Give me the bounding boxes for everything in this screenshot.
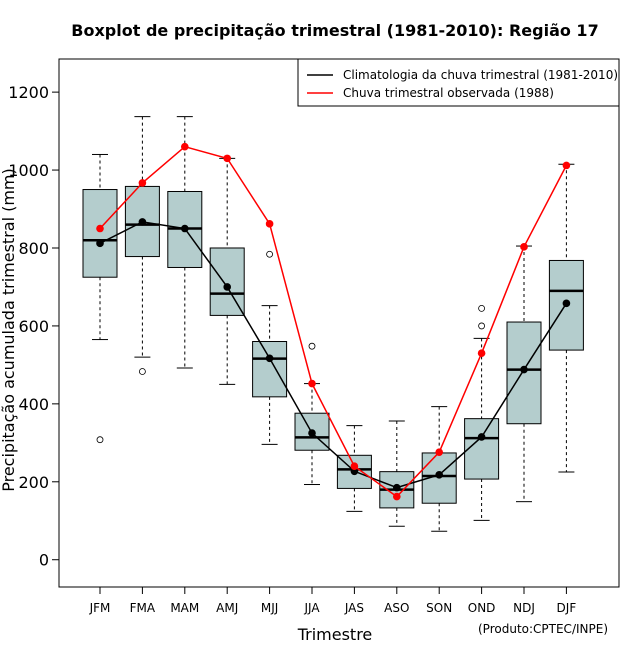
box-body [82, 189, 118, 278]
x-tick-label: OND [468, 601, 496, 615]
observed-point [96, 224, 104, 233]
climatology-point [562, 299, 571, 308]
legend: Climatologia da chuva trimestral (1981-2… [297, 58, 620, 107]
box-DJF [548, 163, 584, 473]
y-tick-label: 1000 [8, 161, 49, 180]
observed-line [99, 145, 568, 498]
outlier-point [478, 322, 486, 330]
outlier-point [478, 304, 486, 312]
legend-label-observed: Chuva trimestral observada (1988) [343, 86, 554, 100]
box-body [209, 247, 245, 316]
climatology-point [96, 239, 104, 248]
x-tick-label: FMA [130, 601, 156, 615]
y-tick-label: 400 [18, 395, 49, 414]
x-axis-label: Trimestre [297, 625, 373, 644]
y-tick-label: 800 [18, 239, 49, 258]
box-MJJ [252, 250, 288, 445]
observed-point [393, 492, 401, 501]
x-tick-label: MAM [170, 601, 199, 615]
observed-point [308, 379, 316, 388]
y-tick-label: 600 [18, 317, 49, 336]
x-tick-label: NDJ [513, 601, 535, 615]
box-JJA [294, 342, 330, 486]
climatology-point [223, 283, 231, 291]
plot-area: 0 200 400 600 800 1000 1200 JFM FMA MAM AMJ MJJ JJA J… [8, 83, 584, 615]
climatology-point [308, 429, 316, 437]
observed-point [181, 142, 189, 151]
box-NDJ [506, 245, 542, 503]
y-axis-label: Precipitação acumulada trimestral (mm) [0, 168, 18, 492]
outlier-point [96, 436, 104, 444]
observed-point [223, 154, 231, 163]
x-tick-label: SON [426, 601, 452, 615]
box-body [506, 321, 542, 425]
box-body [464, 418, 500, 480]
box-JFM [82, 153, 118, 444]
box-body [252, 341, 288, 398]
observed-point [435, 448, 444, 456]
climatology-line [99, 221, 568, 489]
climatology-point [520, 365, 528, 374]
observed-point [265, 220, 274, 228]
climatology-point [138, 218, 147, 226]
observed-point [138, 179, 147, 187]
chart-title: Boxplot de precipitação trimestral (1981… [71, 21, 598, 40]
x-tick-label: ASO [384, 601, 409, 615]
box-MAM [167, 116, 203, 369]
box-OND [464, 304, 500, 521]
legend-box [297, 58, 620, 107]
x-tick-label: DJF [557, 601, 577, 615]
outlier-point [308, 342, 316, 350]
x-tick-label: JFM [89, 601, 111, 615]
y-tick-label: 1200 [8, 83, 49, 102]
x-tick-label: JAS [344, 601, 364, 615]
legend-label-climatology: Climatologia da chuva trimestral (1981-2… [343, 68, 618, 82]
credit-text: (Produto:CPTEC/INPE) [478, 622, 608, 636]
outlier-point [138, 368, 146, 375]
climatology-point [181, 224, 189, 233]
box-ASO [379, 420, 415, 527]
observed-point [562, 161, 571, 170]
climatology-point [477, 433, 486, 441]
outlier-point [266, 250, 274, 258]
box-FMA [124, 116, 160, 375]
box-AMJ [209, 157, 245, 385]
climatology-point [393, 483, 401, 492]
observed-point [350, 462, 359, 471]
observed-point [477, 349, 486, 357]
climatology-point [435, 470, 444, 479]
y-tick-label: 200 [18, 473, 49, 492]
x-tick-label: AMJ [216, 601, 238, 615]
y-tick-label: 0 [39, 551, 49, 570]
climatology-point [265, 354, 274, 363]
x-tick-label: JJA [303, 601, 320, 615]
x-tick-label: MJJ [261, 601, 278, 615]
observed-point [520, 243, 528, 251]
